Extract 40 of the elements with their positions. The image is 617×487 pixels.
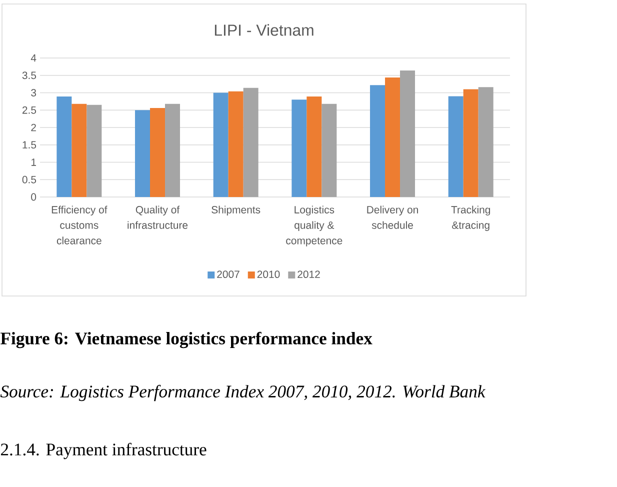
bar [448, 96, 464, 197]
bar [370, 85, 386, 197]
bar [150, 108, 166, 197]
bar [478, 87, 494, 197]
y-tick-label: 0 [31, 193, 36, 201]
y-tick-label: 2 [31, 124, 36, 132]
bar [385, 77, 400, 197]
x-tick-label: Efficiency of customs clearance [52, 206, 108, 244]
y-tick-label: 0.5 [22, 176, 36, 184]
y-tick-label: 4 [30, 54, 36, 62]
bar [165, 104, 180, 197]
y-tick-label: 1.5 [22, 141, 36, 149]
bar [400, 70, 416, 197]
bar [72, 104, 87, 197]
y-tick-label: 3.5 [22, 72, 36, 80]
bar [86, 104, 102, 197]
bar [292, 100, 307, 197]
bar [135, 110, 150, 197]
x-tick-label: Tracking &tracing [451, 206, 490, 231]
bar [322, 104, 337, 197]
legend-label: 2012 [298, 270, 320, 278]
x-tick-label: Delivery on schedule [367, 206, 418, 229]
x-tick-label: Quality of infrastructure [128, 206, 188, 229]
text: 2.1.4. Payment infrastructure [0, 442, 206, 460]
bar [243, 88, 258, 197]
bar [228, 91, 244, 197]
x-tick-label: Logistics quality & competence [286, 206, 342, 246]
y-tick-label: 3 [31, 89, 36, 96]
bar [306, 96, 322, 197]
legend-label: 2010 [257, 270, 280, 278]
x-tick-label: Shipments [212, 206, 260, 216]
chart-title: LIPI - Vietnam [214, 24, 314, 36]
legend-label: 2007 [217, 270, 240, 278]
y-tick-label: 2.5 [22, 106, 36, 114]
caption: Figure 6: Vietnamese logistics performance index [0, 332, 372, 348]
bar [463, 89, 478, 197]
bar [56, 96, 72, 197]
bar [213, 92, 228, 197]
y-tick-label: 1 [31, 158, 36, 166]
source-note: Source: Logistics Performance Index 2007, 2010, 2012. World Bank [0, 384, 486, 402]
